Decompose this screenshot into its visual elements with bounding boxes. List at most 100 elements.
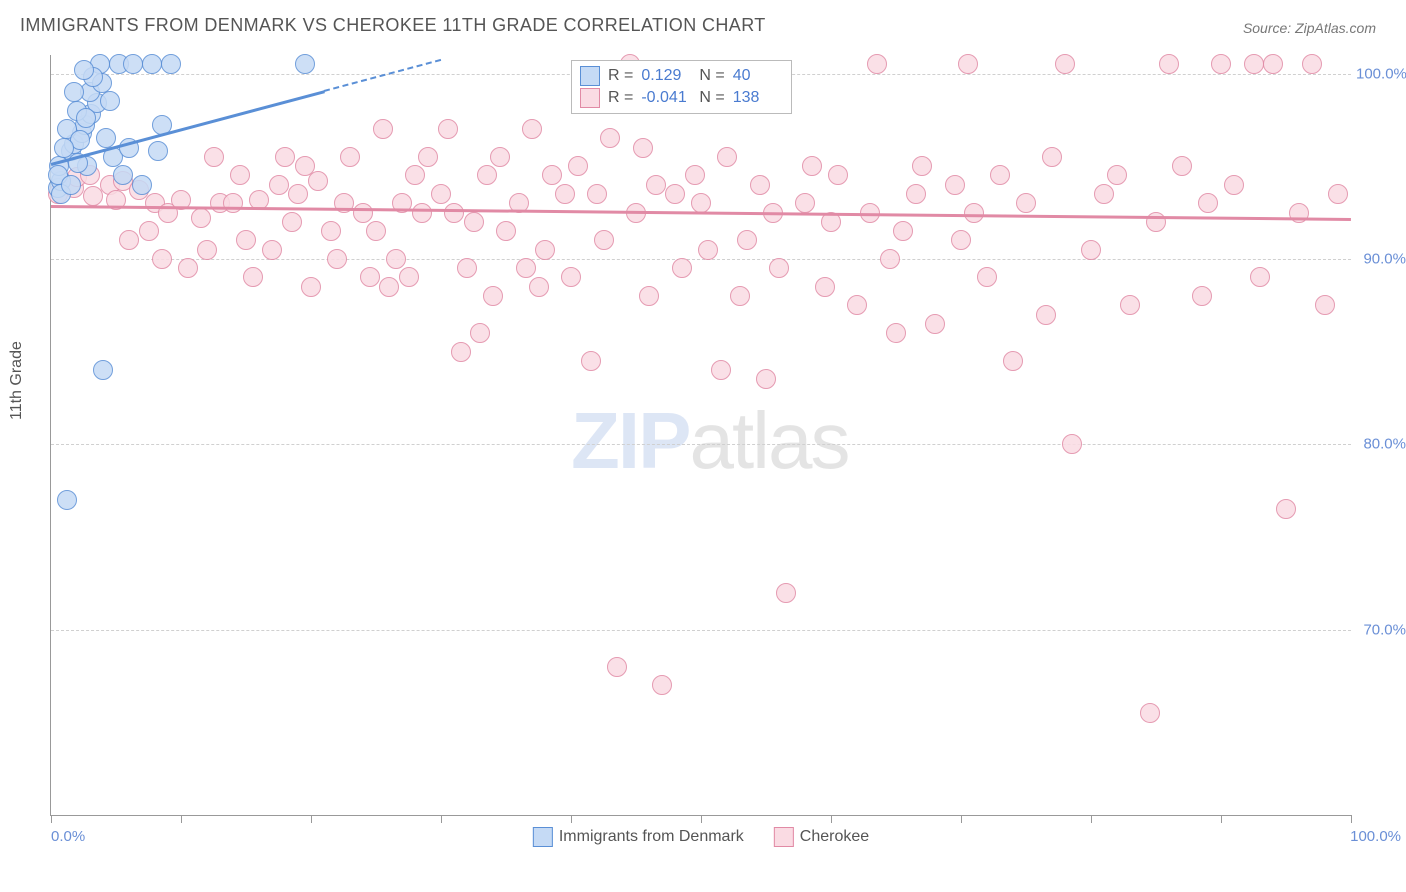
data-point — [132, 175, 152, 195]
data-point — [327, 249, 347, 269]
n-value: 138 — [733, 87, 783, 109]
data-point — [1276, 499, 1296, 519]
data-point — [451, 342, 471, 362]
data-point — [470, 323, 490, 343]
data-point — [691, 193, 711, 213]
data-point — [275, 147, 295, 167]
data-point — [1328, 184, 1348, 204]
data-point — [1302, 54, 1322, 74]
data-point — [646, 175, 666, 195]
data-point — [490, 147, 510, 167]
data-point — [483, 286, 503, 306]
ytick-label: 80.0% — [1356, 436, 1406, 453]
legend-swatch — [774, 827, 794, 847]
data-point — [769, 258, 789, 278]
data-point — [1224, 175, 1244, 195]
data-point — [815, 277, 835, 297]
data-point — [561, 267, 581, 287]
data-point — [295, 54, 315, 74]
data-point — [542, 165, 562, 185]
data-point — [652, 675, 672, 695]
data-point — [607, 657, 627, 677]
data-point — [93, 360, 113, 380]
chart-title: IMMIGRANTS FROM DENMARK VS CHEROKEE 11TH… — [20, 15, 766, 36]
bottom-legend-item: Cherokee — [774, 827, 869, 847]
data-point — [964, 203, 984, 223]
legend-row: R =0.129N =40 — [580, 65, 783, 87]
data-point — [83, 186, 103, 206]
data-point — [555, 184, 575, 204]
data-point — [223, 193, 243, 213]
data-point — [1263, 54, 1283, 74]
r-label: R = — [608, 87, 633, 109]
data-point — [750, 175, 770, 195]
legend-swatch — [580, 66, 600, 86]
data-point — [405, 165, 425, 185]
legend-stats: R =0.129N =40R =-0.041N =138 — [571, 60, 792, 114]
xtick — [1351, 815, 1352, 823]
data-point — [1094, 184, 1114, 204]
data-point — [288, 184, 308, 204]
xaxis-min-label: 0.0% — [51, 828, 85, 845]
data-point — [594, 230, 614, 250]
data-point — [57, 490, 77, 510]
data-point — [373, 119, 393, 139]
legend-swatch — [580, 88, 600, 108]
data-point — [802, 156, 822, 176]
data-point — [776, 583, 796, 603]
legend-swatch — [533, 827, 553, 847]
data-point — [269, 175, 289, 195]
data-point — [600, 128, 620, 148]
data-point — [353, 203, 373, 223]
data-point — [282, 212, 302, 232]
data-point — [1172, 156, 1192, 176]
r-value: 0.129 — [641, 65, 691, 87]
xtick — [571, 815, 572, 823]
source-label: Source: ZipAtlas.com — [1243, 20, 1376, 36]
ytick-label: 100.0% — [1356, 65, 1406, 82]
data-point — [1192, 286, 1212, 306]
trend-line — [324, 59, 442, 92]
xtick — [961, 815, 962, 823]
xtick — [831, 815, 832, 823]
ytick-label: 70.0% — [1356, 621, 1406, 638]
data-point — [1081, 240, 1101, 260]
data-point — [893, 221, 913, 241]
data-point — [412, 203, 432, 223]
data-point — [795, 193, 815, 213]
y-axis-label: 11th Grade — [8, 341, 26, 420]
xtick — [441, 815, 442, 823]
data-point — [236, 230, 256, 250]
data-point — [977, 267, 997, 287]
data-point — [161, 54, 181, 74]
data-point — [912, 156, 932, 176]
data-point — [204, 147, 224, 167]
data-point — [76, 108, 96, 128]
data-point — [308, 171, 328, 191]
data-point — [496, 221, 516, 241]
legend-label: Cherokee — [800, 828, 869, 846]
data-point — [886, 323, 906, 343]
data-point — [464, 212, 484, 232]
data-point — [113, 165, 133, 185]
data-point — [366, 221, 386, 241]
data-point — [379, 277, 399, 297]
xtick — [701, 815, 702, 823]
data-point — [1211, 54, 1231, 74]
data-point — [139, 221, 159, 241]
data-point — [230, 165, 250, 185]
xtick — [1221, 815, 1222, 823]
data-point — [711, 360, 731, 380]
legend-row: R =-0.041N =138 — [580, 87, 783, 109]
ytick-label: 90.0% — [1356, 250, 1406, 267]
data-point — [587, 184, 607, 204]
xaxis-max-label: 100.0% — [1350, 828, 1401, 845]
data-point — [340, 147, 360, 167]
bottom-legend: Immigrants from DenmarkCherokee — [533, 827, 869, 847]
data-point — [418, 147, 438, 167]
data-point — [867, 54, 887, 74]
data-point — [1159, 54, 1179, 74]
data-point — [639, 286, 659, 306]
watermark: ZIPatlas — [571, 395, 848, 487]
data-point — [990, 165, 1010, 185]
